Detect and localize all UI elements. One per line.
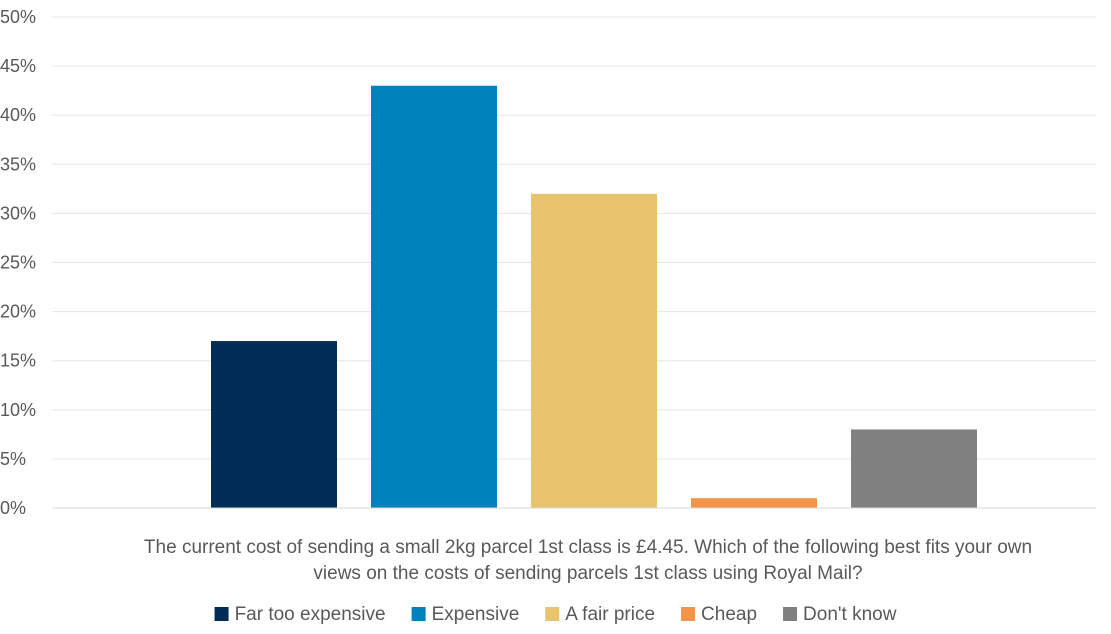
- legend-swatch: [214, 607, 229, 621]
- y-tick-label: 30%: [0, 203, 36, 223]
- y-tick-label: 15%: [0, 351, 36, 371]
- y-tick-label: 45%: [0, 56, 36, 76]
- legend-item: A fair price: [545, 604, 655, 625]
- legend: Far too expensive Expensive A fair price Ch…: [214, 604, 897, 625]
- y-tick-label: 35%: [0, 154, 36, 174]
- y-tick-label: 20%: [0, 302, 36, 322]
- legend-label: Cheap: [701, 604, 757, 625]
- y-tick-label: 50%: [0, 7, 36, 27]
- legend-swatch: [681, 607, 696, 621]
- bar-cheap: [691, 498, 817, 508]
- caption-line-2: views on the costs of sending parcels 1s…: [313, 563, 862, 584]
- legend-item: Far too expensive: [214, 604, 386, 625]
- bar-expensive: [371, 85, 497, 509]
- bar-far-too-expensive: [211, 341, 337, 508]
- y-tick-label: 0%: [0, 498, 26, 518]
- y-tick-label: 10%: [0, 400, 36, 420]
- bar-a-fair-price: [531, 193, 657, 508]
- y-axis-tick-labels: 0% 5% 10% 15% 20% 25% 30% 35% 40% 45% 50%: [0, 7, 36, 518]
- legend-item: Expensive: [411, 604, 520, 625]
- legend-label: A fair price: [565, 604, 655, 625]
- caption-line-1: The current cost of sending a small 2kg …: [144, 537, 1032, 558]
- legend-item: Cheap: [681, 604, 757, 625]
- legend-label: Far too expensive: [235, 604, 386, 625]
- y-tick-label: 5%: [0, 449, 26, 469]
- bars: [211, 85, 977, 509]
- legend-label: Don't know: [803, 604, 897, 625]
- legend-swatch: [545, 607, 560, 621]
- bar-don-t-know: [851, 429, 977, 508]
- legend-label: Expensive: [432, 604, 520, 625]
- legend-swatch: [411, 607, 426, 621]
- y-tick-label: 25%: [0, 253, 36, 273]
- legend-item: Don't know: [783, 604, 897, 625]
- legend-swatch: [783, 607, 798, 621]
- y-tick-label: 40%: [0, 105, 36, 125]
